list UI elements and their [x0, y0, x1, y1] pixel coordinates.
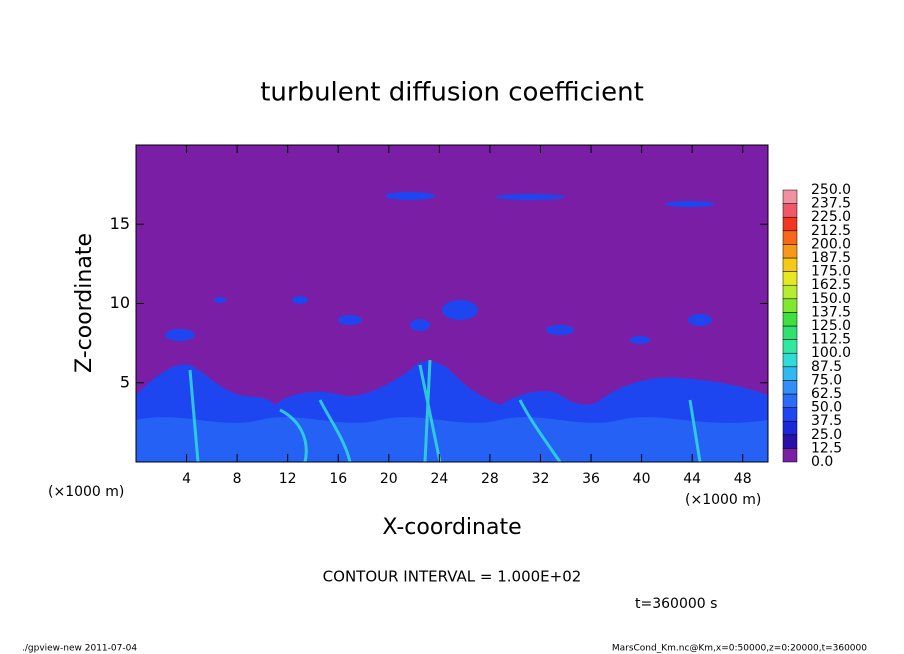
colorbar-box [782, 380, 798, 395]
colorbar-box [782, 407, 798, 422]
x-tick-label: 8 [233, 471, 242, 487]
time-label: t=360000 s [635, 596, 717, 612]
colorbar-label: 187.5 [811, 250, 851, 266]
x-tick-label: 12 [279, 471, 297, 487]
x-tick-label: 20 [380, 471, 398, 487]
x-axis-label: X-coordinate [382, 515, 521, 540]
x-unit: (×1000 m) [48, 484, 124, 500]
chart-title: turbulent diffusion coefficient [260, 78, 644, 108]
colorbar-box [782, 393, 798, 408]
colorbar-box [782, 339, 798, 354]
field [136, 145, 768, 462]
colorbar-label: 62.5 [811, 386, 842, 402]
y-tick-label: 15 [110, 214, 130, 233]
x-tick-label: 40 [633, 471, 651, 487]
colorbar-label: 200.0 [811, 236, 851, 252]
x-tick-label: 24 [430, 471, 448, 487]
colorbar-label: 0.0 [811, 454, 833, 470]
colorbar-label: 250.0 [811, 182, 851, 198]
colorbar-box [782, 366, 798, 381]
colorbar-label: 12.5 [811, 440, 842, 456]
colorbar-box [782, 448, 798, 463]
colorbar-label: 137.5 [811, 304, 851, 320]
colorbar-label: 237.5 [811, 196, 851, 212]
colorbar-box [782, 420, 798, 436]
field-streaks [188, 359, 702, 462]
colorbar-box [782, 298, 798, 313]
x-tick-label: 44 [683, 471, 701, 487]
colorbar-box [782, 271, 798, 286]
colorbar-box [782, 325, 798, 340]
x-tick-label: 36 [582, 471, 600, 487]
colorbar-label: 112.5 [811, 332, 851, 348]
colorbar-label: 75.0 [811, 372, 842, 388]
axes [136, 145, 768, 462]
x-tick-label: 48 [734, 471, 752, 487]
footer-right: MarsCond_Km.nc@Km,x=0:50000,z=0:20000,t=… [612, 644, 867, 654]
y-tick-label: 5 [120, 372, 130, 391]
colorbar-box [782, 257, 798, 272]
colorbar-box [782, 284, 798, 300]
y-tick-label: 10 [110, 293, 130, 312]
colorbar-box [782, 244, 798, 259]
colorbar-box [782, 230, 798, 245]
colorbar-label: 100.0 [811, 345, 851, 361]
x-unit: (×1000 m) [685, 492, 761, 508]
colorbar-box [782, 189, 798, 204]
x-tick-label: 32 [532, 471, 550, 487]
x-tick-label: 16 [329, 471, 347, 487]
colorbar-box [782, 312, 798, 327]
colorbar-label: 87.5 [811, 359, 842, 375]
colorbar-label: 125.0 [811, 318, 851, 334]
footer-left: ./gpview-new 2011-07-04 [22, 644, 137, 654]
colorbar-label: 225.0 [811, 209, 851, 225]
colorbar-label: 162.5 [811, 277, 851, 293]
colorbar-box [782, 203, 798, 218]
colorbar-label: 25.0 [811, 427, 842, 443]
x-tick-label: 28 [481, 471, 499, 487]
colorbar-box [782, 434, 798, 449]
colorbar-label: 50.0 [811, 400, 842, 416]
colorbar-label: 150.0 [811, 291, 851, 307]
y-axis-label: Z-coordinate [72, 233, 97, 373]
colorbar-label: 212.5 [811, 223, 851, 239]
colorbar-label: 175.0 [811, 264, 851, 280]
colorbar-box [782, 352, 798, 368]
field-region [136, 417, 768, 462]
x-tick-label: 4 [182, 471, 191, 487]
colorbar-box [782, 216, 798, 232]
field-patches [165, 192, 715, 344]
contour-interval: CONTOUR INTERVAL = 1.000E+02 [323, 568, 582, 586]
colorbar-label: 37.5 [811, 413, 842, 429]
